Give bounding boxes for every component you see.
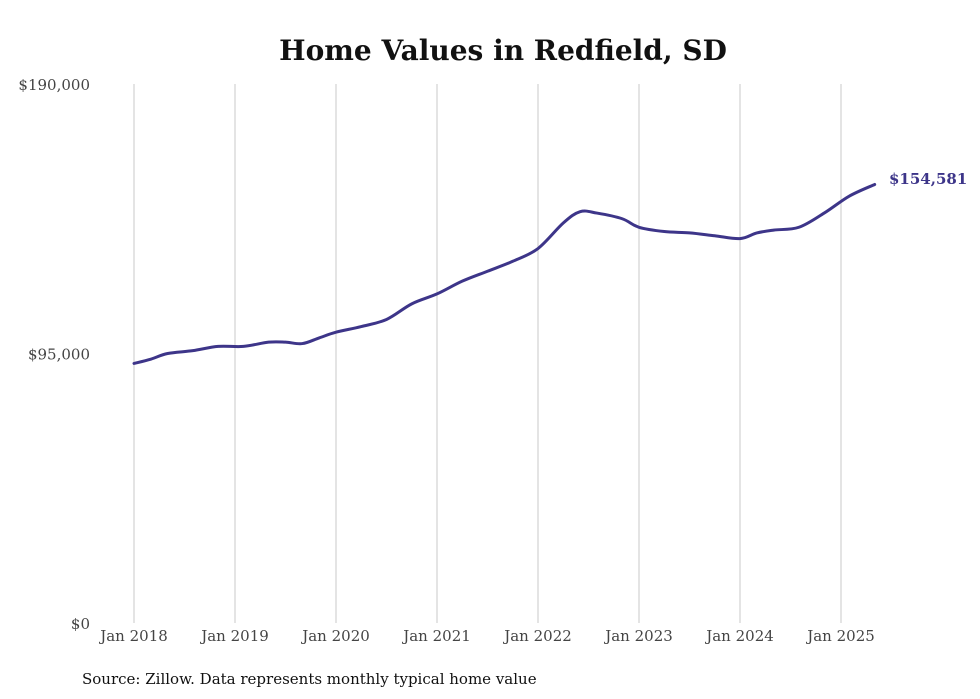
x-tick-label: Jan 2022 bbox=[502, 627, 572, 645]
x-axis: Jan 2018 Jan 2019 Jan 2020 Jan 2021 Jan 2022… bbox=[98, 627, 875, 645]
x-tick-label: Jan 2024 bbox=[704, 627, 774, 645]
y-tick-label: $190,000 bbox=[18, 76, 90, 94]
y-axis: $0 $95,000 $190,000 bbox=[18, 76, 90, 633]
x-tick-label: Jan 2021 bbox=[401, 627, 471, 645]
gridlines bbox=[133, 84, 842, 623]
end-value-label: $154,581 bbox=[889, 170, 967, 188]
x-tick-label: Jan 2019 bbox=[199, 627, 269, 645]
plot-area bbox=[132, 182, 877, 365]
y-tick-label: $95,000 bbox=[28, 346, 90, 364]
x-tick-label: Jan 2020 bbox=[300, 627, 370, 645]
source-note: Source: Zillow. Data represents monthly … bbox=[82, 670, 537, 688]
series-line-0 bbox=[132, 182, 877, 365]
x-tick-label: Jan 2023 bbox=[603, 627, 673, 645]
x-tick-label: Jan 2025 bbox=[805, 627, 875, 645]
chart-title: Home Values in Redfield, SD bbox=[279, 34, 727, 67]
y-tick-label: $0 bbox=[71, 615, 90, 633]
x-tick-label: Jan 2018 bbox=[98, 627, 168, 645]
